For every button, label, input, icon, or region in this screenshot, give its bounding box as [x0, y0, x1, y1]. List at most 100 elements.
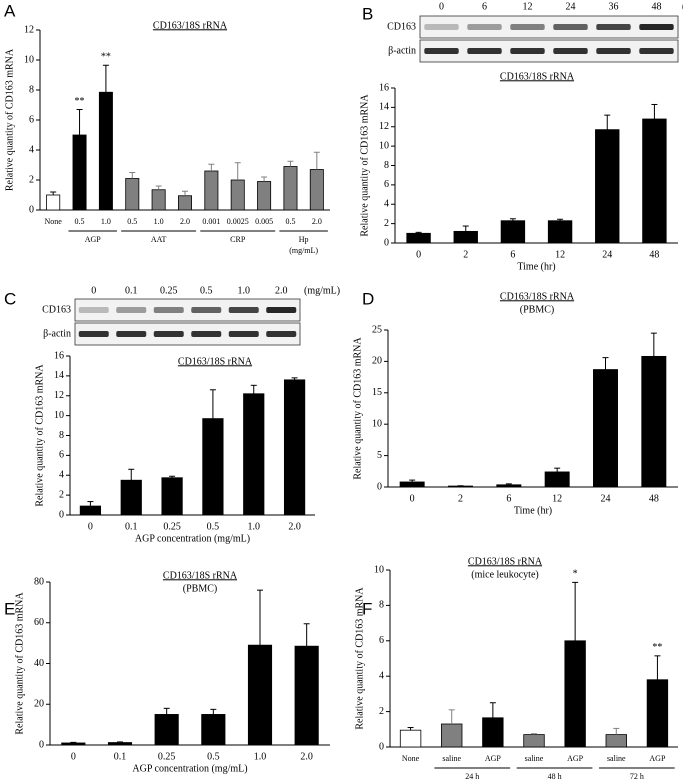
blot-band: [424, 48, 459, 54]
y-tick-label: 10: [372, 418, 382, 429]
blot-frame: [74, 322, 301, 346]
blot-band: [116, 307, 147, 313]
y-tick-label: 10: [374, 564, 384, 575]
x-tick-label: None: [402, 754, 420, 763]
blot-lane-label: 1.0: [238, 285, 251, 296]
bar: [202, 418, 224, 516]
bar: [309, 169, 324, 211]
y-tick-label: 16: [379, 82, 389, 93]
y-tick-label: 0: [377, 481, 382, 492]
panel-label: A: [4, 1, 16, 20]
panel-label: E: [4, 599, 15, 618]
chart-title: CD163/18S rRNA: [178, 356, 253, 367]
y-tick-label: 6: [59, 450, 64, 461]
group-note: (mg/mL): [289, 246, 318, 255]
blot-lane-label: 6: [482, 1, 487, 12]
blot-frame: [419, 39, 679, 63]
x-tick-label: saline: [607, 754, 626, 763]
significance-mark: **: [652, 642, 662, 653]
x-tick-label: 48: [649, 249, 659, 260]
bar: [247, 644, 273, 746]
blot-unit: (mg/mL): [304, 285, 340, 296]
x-tick-label: 0.0025: [227, 217, 249, 226]
bar: [257, 181, 272, 211]
x-tick-label: AGP: [567, 754, 584, 763]
x-tick-label: 0.25: [163, 521, 181, 532]
blot-lane-label: 2.0: [275, 285, 288, 296]
blot-band: [510, 24, 545, 30]
chart-title: CD163/18S rRNA: [153, 20, 228, 31]
bar: [230, 179, 245, 211]
y-tick-label: 12: [24, 24, 34, 35]
x-tick-label: 1.0: [254, 751, 267, 762]
bar: [79, 505, 102, 516]
panel-label: B: [362, 4, 373, 23]
x-tick-label: saline: [525, 754, 544, 763]
significance-mark: *: [573, 569, 578, 580]
blot-band: [266, 307, 297, 313]
x-tick-label: 2.0: [180, 217, 190, 226]
panel-label: D: [362, 289, 374, 308]
group-label: 24 h: [465, 772, 479, 781]
bar: [595, 129, 620, 244]
bar: [406, 232, 431, 244]
blot-row-label: β-actin: [388, 45, 416, 56]
bar: [61, 742, 86, 746]
y-axis-label: Relative quantity of CD163 mRNA: [359, 94, 370, 237]
x-tick-label: 2: [463, 249, 468, 260]
bar: [441, 723, 463, 748]
x-tick-label: saline: [442, 754, 461, 763]
blot-band: [78, 307, 109, 313]
x-axis-label: Time (hr): [517, 261, 555, 272]
x-tick-label: 0.25: [158, 751, 176, 762]
y-tick-label: 8: [29, 84, 34, 95]
chart-subtitle: (PBMC): [520, 304, 554, 315]
blot-band: [228, 307, 259, 313]
blot-band: [266, 331, 297, 337]
x-tick-label: 0.005: [255, 217, 273, 226]
blot-band: [153, 331, 184, 337]
group-label: AAT: [151, 235, 167, 244]
x-tick-label: 2: [458, 493, 463, 504]
x-tick-label: 12: [555, 249, 565, 260]
y-tick-label: 12: [379, 121, 389, 132]
bar: [482, 717, 504, 748]
blot-band: [639, 24, 674, 30]
y-tick-label: 8: [59, 430, 64, 441]
bar: [399, 481, 425, 488]
group-label: Hp: [299, 235, 309, 244]
blot-band: [228, 331, 259, 337]
chart-title: CD163/18S rRNA: [468, 556, 543, 567]
bar: [399, 729, 422, 748]
x-tick-label: 1.0: [154, 217, 164, 226]
blot-band: [553, 24, 588, 30]
x-tick-label: 0.001: [202, 217, 220, 226]
blot-band: [553, 48, 588, 54]
blot-row-label: CD163: [42, 304, 71, 315]
y-axis-label: Relative quantity of CD163 mRNA: [14, 592, 25, 735]
y-tick-label: 6: [384, 179, 389, 190]
x-tick-label: 0.1: [114, 751, 127, 762]
y-tick-label: 8: [384, 160, 389, 171]
x-tick-label: AGP: [485, 754, 502, 763]
bar: [646, 679, 669, 748]
chart-title: CD163/18S rRNA: [163, 570, 238, 581]
x-tick-label: 1.0: [248, 521, 261, 532]
bar: [283, 166, 298, 211]
blot-band: [153, 307, 184, 313]
bar: [107, 742, 133, 746]
x-tick-label: 0: [410, 493, 415, 504]
bar: [46, 194, 61, 211]
y-tick-label: 4: [29, 144, 34, 155]
chart-subtitle: (mice leukocyte): [471, 569, 538, 580]
y-tick-label: 8: [379, 600, 384, 611]
bar: [294, 645, 319, 746]
blot-lane-label: 0: [91, 285, 96, 296]
x-tick-label: None: [45, 217, 63, 226]
bar: [605, 734, 627, 748]
blot-band: [596, 48, 631, 54]
x-tick-label: 0: [71, 751, 76, 762]
x-tick-label: 0.5: [207, 751, 220, 762]
bar: [547, 220, 573, 244]
